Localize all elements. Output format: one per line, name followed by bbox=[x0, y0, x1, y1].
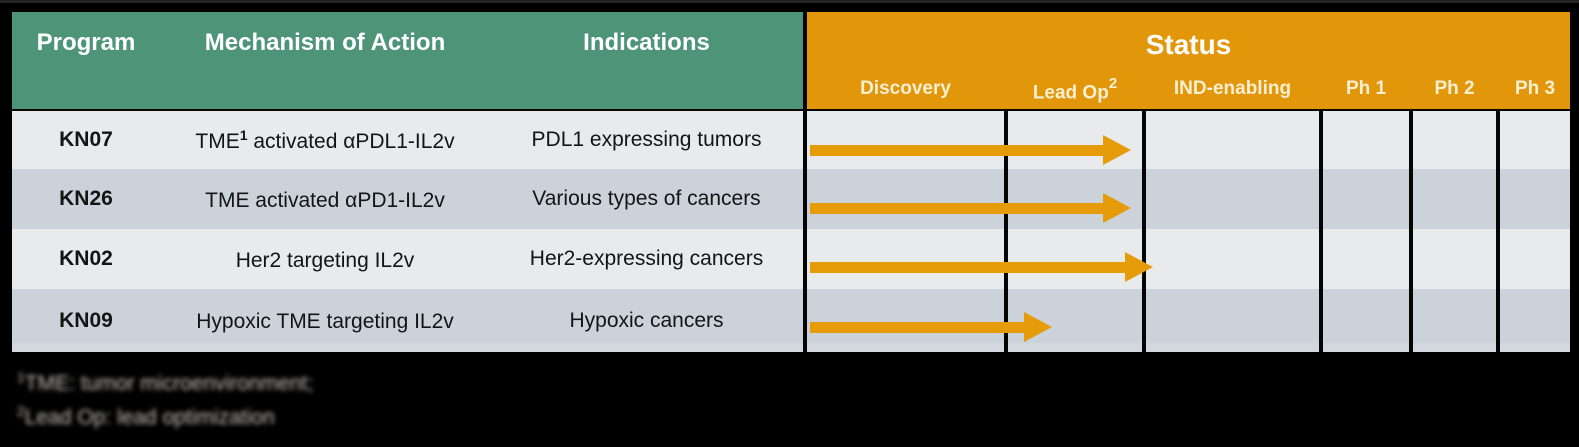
grid-line-leadop-ind bbox=[1142, 111, 1146, 352]
footnote-lead-op: 2Lead Op: lead optimization bbox=[17, 403, 275, 429]
green-orange-divider bbox=[803, 12, 807, 352]
table-row: KN07 TME1 activated αPDL1-IL2v PDL1 expr… bbox=[12, 111, 1570, 169]
table-body: KN07 TME1 activated αPDL1-IL2v PDL1 expr… bbox=[12, 111, 1570, 352]
phase-label-ph2: Ph 2 bbox=[1434, 78, 1475, 99]
grid-line-discovery-leadop bbox=[1004, 111, 1008, 352]
table-row: KN26 TME activated αPD1-IL2v Various typ… bbox=[12, 169, 1570, 229]
table-row: KN02 Her2 targeting IL2v Her2-expressing… bbox=[12, 229, 1570, 289]
indication-cell: Various types of cancers bbox=[532, 187, 761, 210]
lead-op-footnote-marker: 2 bbox=[1108, 75, 1118, 92]
program-code: KN09 bbox=[59, 308, 113, 332]
program-column-header: Program bbox=[36, 29, 136, 56]
mechanism-cell: TME1 activated αPDL1-IL2v bbox=[195, 126, 455, 153]
progress-arrow-kn07 bbox=[810, 135, 1131, 165]
indication-cell: PDL1 expressing tumors bbox=[531, 128, 762, 151]
mechanism-cell: Hypoxic TME targeting IL2v bbox=[196, 310, 454, 333]
progress-arrow-kn02 bbox=[810, 252, 1153, 282]
indications-column-header: Indications bbox=[583, 29, 710, 56]
mechanism-cell: TME activated αPD1-IL2v bbox=[205, 188, 445, 212]
table-row: KN09 Hypoxic TME targeting IL2v Hypoxic … bbox=[12, 289, 1570, 352]
phase-label-discovery: Discovery bbox=[860, 78, 951, 99]
table-header-left: Program Mechanism of Action Indications bbox=[12, 12, 803, 109]
mechanism-cell: Her2 targeting IL2v bbox=[235, 248, 415, 272]
indication-cell: Hypoxic cancers bbox=[569, 308, 724, 332]
phase-label-ind-enabling: IND-enabling bbox=[1173, 78, 1292, 99]
grid-line-ind-ph1 bbox=[1319, 111, 1323, 352]
program-code: KN02 bbox=[59, 247, 113, 270]
progress-arrow-kn09 bbox=[810, 312, 1052, 342]
header-bottom-border bbox=[12, 109, 1570, 111]
progress-arrow-kn26 bbox=[810, 193, 1131, 223]
footnote-tme: 1TME: tumor microenvironment; bbox=[17, 369, 314, 395]
phase-label-ph1: Ph 1 bbox=[1345, 78, 1387, 99]
phase-label-lead-op: Lead Op2 bbox=[1032, 75, 1118, 104]
status-header: Status Discovery Lead Op2 IND-enabling P… bbox=[807, 12, 1570, 109]
mechanism-column-header: Mechanism of Action bbox=[204, 29, 446, 56]
status-title: Status bbox=[1145, 29, 1232, 60]
program-code: KN07 bbox=[59, 128, 113, 151]
program-code: KN26 bbox=[59, 187, 113, 210]
top-divider bbox=[0, 0, 1579, 3]
grid-line-ph1-ph2 bbox=[1409, 111, 1413, 352]
grid-line-ph2-ph3 bbox=[1496, 111, 1500, 352]
phase-label-ph3: Ph 3 bbox=[1514, 78, 1556, 99]
tme-footnote-marker: 1 bbox=[239, 126, 248, 143]
indication-cell: Her2-expressing cancers bbox=[529, 247, 764, 270]
